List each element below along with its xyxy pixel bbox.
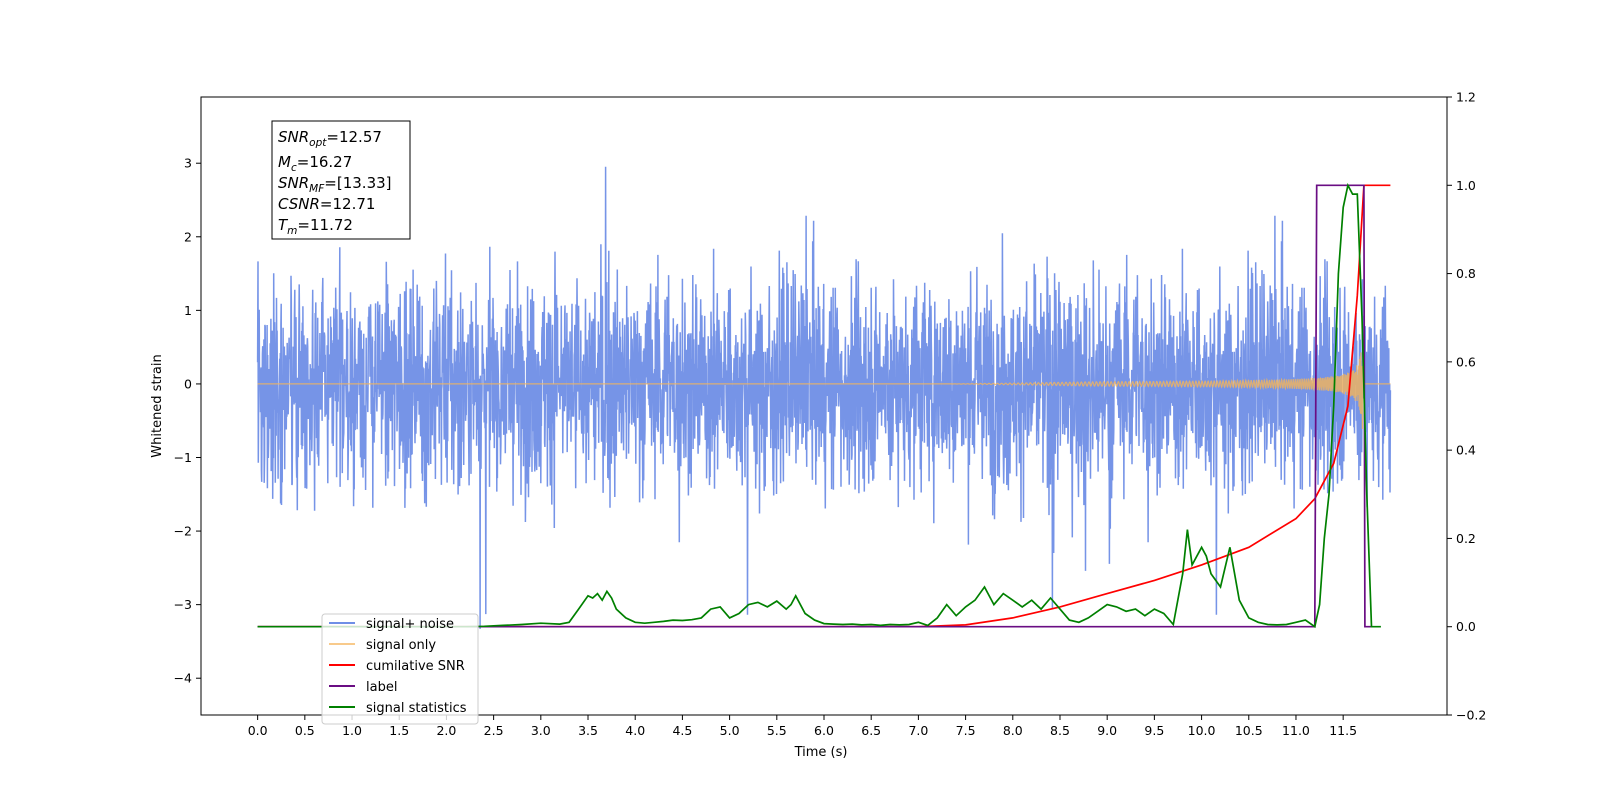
x-tick-label: 10.5: [1235, 723, 1263, 738]
x-tick-label: 5.0: [720, 723, 740, 738]
y2-tick-label: 0.6: [1456, 354, 1476, 369]
y-tick-label: −3: [174, 597, 192, 612]
x-tick-label: 8.5: [1050, 723, 1070, 738]
series-signal-statistics: [257, 182, 1381, 629]
x-tick-label: 2.5: [484, 723, 504, 738]
series-signal-only: [257, 342, 1391, 430]
legend-signal-statistics: signal statistics: [366, 701, 467, 716]
legend-label: label: [366, 680, 397, 695]
y-tick-label: 1: [184, 303, 192, 318]
x-tick-label: 4.0: [625, 723, 645, 738]
x-axis-title: Time (s): [794, 745, 848, 760]
y-tick-label: 0: [184, 376, 192, 391]
legend-cumulative-snr: cumilative SNR: [366, 659, 465, 674]
x-tick-label: 7.5: [956, 723, 976, 738]
x-tick-label: 5.5: [767, 723, 787, 738]
annotation-frame: [271, 120, 411, 240]
x-tick-label: 8.0: [1003, 723, 1023, 738]
x-tick-label: 10.0: [1188, 723, 1216, 738]
y2-tick-label: 0.0: [1456, 619, 1476, 634]
y-tick-label: −1: [174, 450, 192, 465]
x-tick-label: 1.5: [389, 723, 409, 738]
annotation-mc: Mc=16.27: [278, 153, 352, 174]
y-tick-label: −2: [174, 524, 192, 539]
y-tick-label: −4: [174, 671, 192, 686]
x-tick-label: 4.5: [672, 723, 692, 738]
x-tick-label: 9.5: [1144, 723, 1164, 738]
y2-tick-label: 1.2: [1456, 90, 1476, 105]
y2-tick-label: −0.2: [1456, 708, 1486, 723]
annotation-csnr: CSNR=12.71: [278, 195, 375, 213]
y-tick-label: 3: [184, 156, 192, 171]
y2-tick-label: 0.4: [1456, 443, 1476, 458]
series-cumulative-snr: [257, 184, 1391, 628]
y-axis-title: Whitened strain: [150, 354, 165, 457]
x-tick-label: 7.0: [908, 723, 928, 738]
annotation-snr-mf: SNRMF=[13.33]: [278, 174, 392, 195]
legend: signal+ noise signal only cumilative SNR la…: [321, 613, 479, 725]
legend-frame: [321, 613, 479, 725]
x-tick-label: 11.0: [1282, 723, 1310, 738]
x-tick-label: 11.5: [1329, 723, 1357, 738]
annotation-snr-opt: SNRopt=12.57: [278, 128, 382, 149]
y2-tick-label: 0.8: [1456, 266, 1476, 281]
legend-signal-noise: signal+ noise: [366, 617, 454, 632]
legend-signal-only: signal only: [366, 638, 436, 653]
x-tick-label: 6.5: [861, 723, 881, 738]
y2-tick-label: 0.2: [1456, 531, 1476, 546]
y2-tick-label: 1.0: [1456, 178, 1476, 193]
x-tick-label: 3.0: [531, 723, 551, 738]
plot-layer: 0.0 0.5 1.0 1.5 2.0 2.5 3.0 3.5 4.0 4.5 5.0 5.5 6.0 6…: [174, 90, 1487, 739]
x-tick-label: 0.0: [248, 723, 268, 738]
annotation-box: SNRopt=12.57 Mc=16.27 SNRMF=[13.33] CSNR…: [271, 120, 411, 240]
x-tick-label: 1.0: [342, 723, 362, 738]
x-tick-label: 9.0: [1097, 723, 1117, 738]
series-signal-noise: [256, 166, 1392, 629]
series-label: [257, 184, 1372, 628]
x-tick-label: 3.5: [578, 723, 598, 738]
x-tick-label: 0.5: [295, 723, 315, 738]
x-tick-label: 6.0: [814, 723, 834, 738]
annotation-tm: Tm=11.72: [278, 216, 353, 237]
y-tick-label: 2: [184, 229, 192, 244]
x-tick-label: 2.0: [436, 723, 456, 738]
